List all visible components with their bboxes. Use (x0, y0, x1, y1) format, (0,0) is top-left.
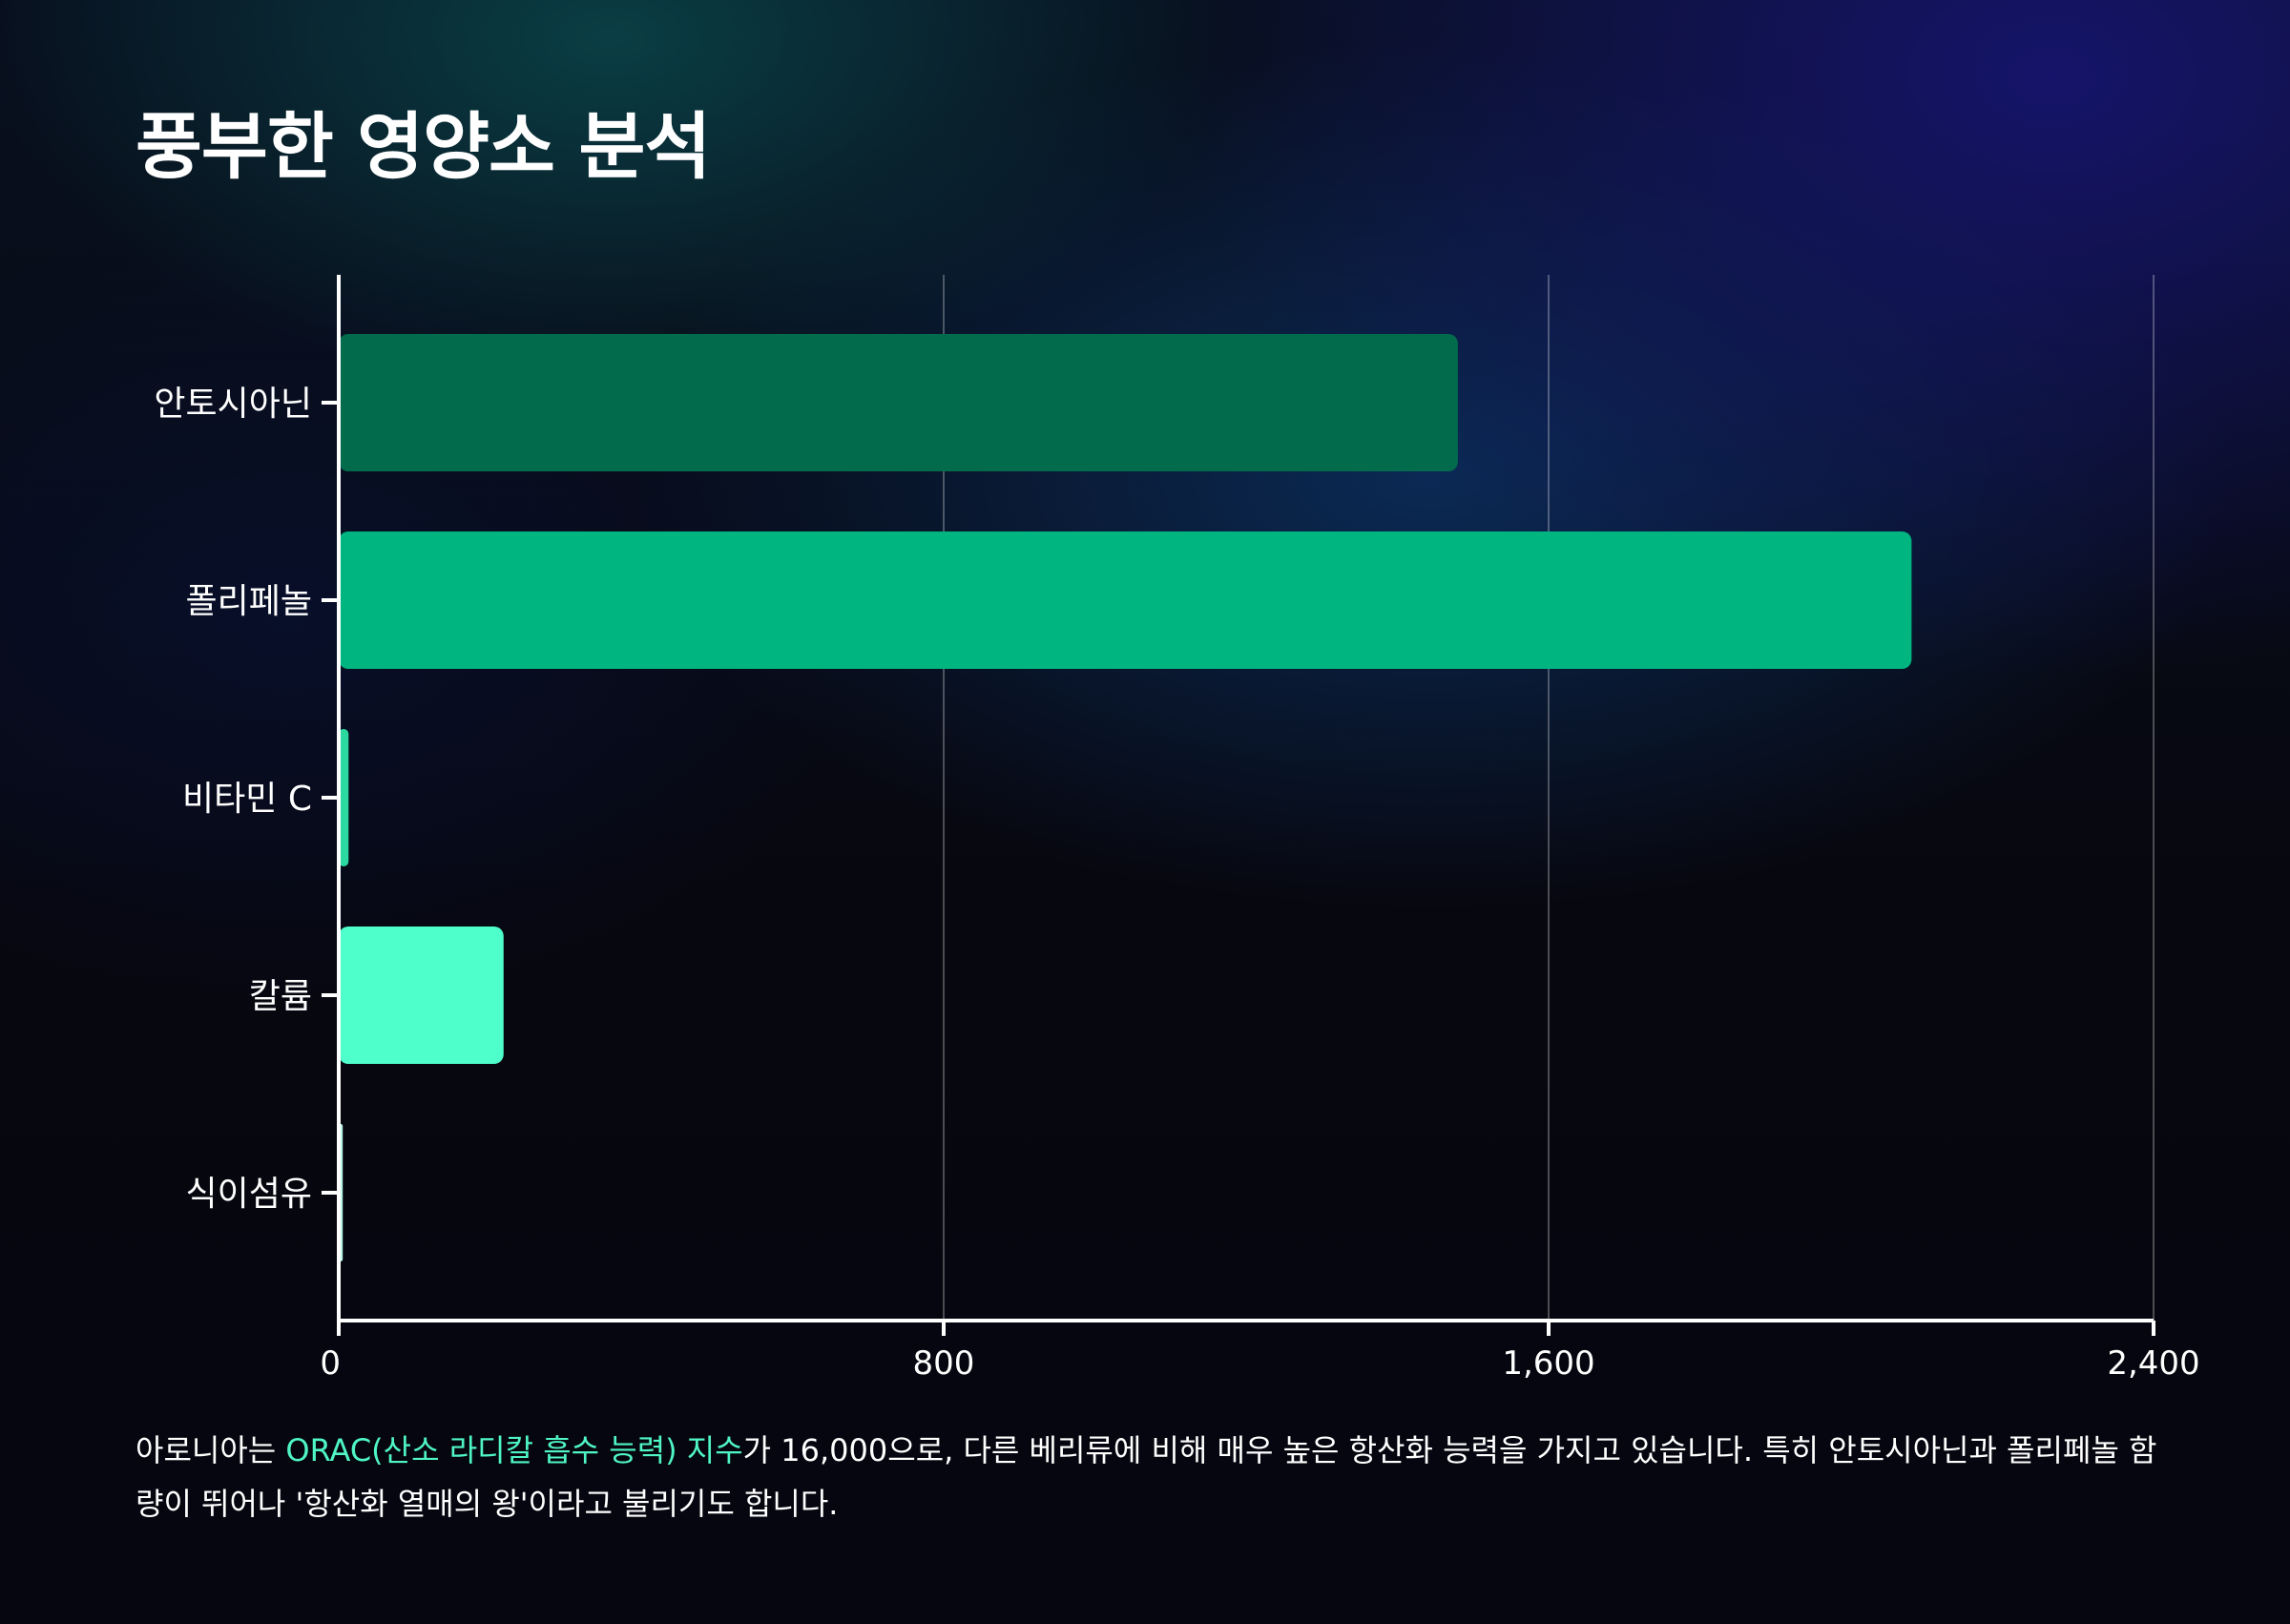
x-tick-label: 0 (320, 1344, 341, 1383)
bar-3 (339, 729, 349, 866)
category-label: 폴리페놀 (186, 582, 312, 621)
x-tick-label: 1,600 (1502, 1344, 1594, 1383)
bars (339, 334, 1912, 1261)
bar-2 (339, 531, 1912, 669)
x-tick-label: 800 (913, 1344, 975, 1383)
description-text: 아로니아는 ORAC(산소 라디칼 흡수 능력) 지수가 16,000으로, 다… (135, 1424, 2158, 1530)
category-label: 비타민 C (182, 780, 312, 819)
orac-highlight: ORAC(산소 라디칼 흡수 능력) 지수 (285, 1432, 743, 1468)
x-tick-label: 2,400 (2107, 1344, 2199, 1383)
description-rest: 가 16,000으로, 다른 베리류에 비해 매우 높은 항산화 능력을 가지고… (135, 1432, 2157, 1522)
category-label: 칼륨 (249, 977, 312, 1016)
bar-1 (339, 334, 1458, 471)
description-prefix: 아로니아는 (135, 1432, 286, 1468)
bar-4 (339, 927, 504, 1064)
category-label: 식이섬유 (186, 1175, 312, 1214)
category-label: 안토시아닌 (154, 385, 312, 424)
page-title: 풍부한 영양소 분석 (135, 104, 711, 189)
